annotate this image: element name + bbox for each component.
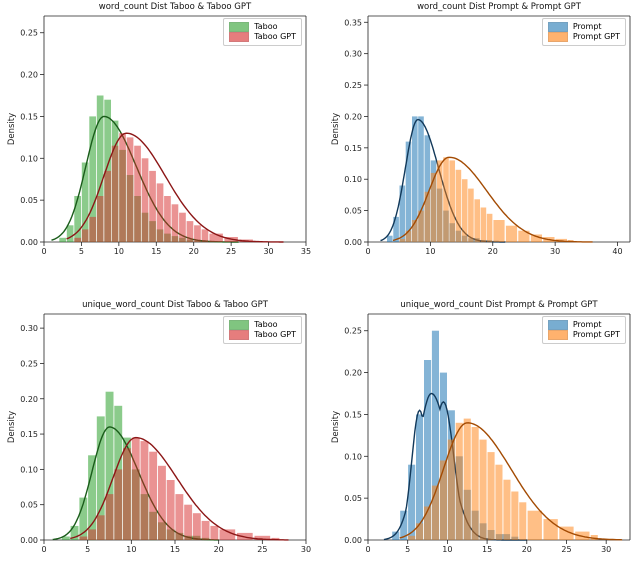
y-tick-label: 0.15 xyxy=(20,112,38,121)
chart-legend: PromptPrompt GPT xyxy=(542,316,626,344)
y-tick-label: 0.20 xyxy=(344,369,362,378)
legend-swatch xyxy=(548,320,568,330)
series xyxy=(59,96,223,243)
y-axis-label: Density xyxy=(331,411,341,443)
legend-label: Prompt xyxy=(573,23,602,32)
x-tick-label: 0 xyxy=(365,247,370,256)
legend-swatch xyxy=(229,32,249,42)
legend-label: Prompt GPT xyxy=(573,33,620,42)
y-tick-label: 0.25 xyxy=(20,359,38,368)
legend-item: Prompt xyxy=(548,320,620,330)
legend-label: Prompt GPT xyxy=(573,331,620,340)
x-tick-label: 30 xyxy=(263,247,273,256)
x-tick-label: 30 xyxy=(601,545,611,554)
x-tick-label: 5 xyxy=(405,545,410,554)
legend-swatch xyxy=(548,32,568,42)
x-tick-label: 35 xyxy=(301,247,311,256)
legend-swatch xyxy=(229,22,249,32)
y-tick-label: 0.35 xyxy=(344,18,362,27)
chart-plot: 0102030400.000.050.100.150.200.250.300.3… xyxy=(368,16,630,258)
legend-item: Prompt GPT xyxy=(548,330,620,340)
x-tick-label: 20 xyxy=(522,545,532,554)
chart-title: word_count Dist Taboo & Taboo GPT xyxy=(44,2,306,12)
x-tick-label: 25 xyxy=(257,545,267,554)
chart-title: unique_word_count Dist Prompt & Prompt G… xyxy=(368,300,630,310)
legend-swatch xyxy=(548,330,568,340)
chart-panel: word_count Dist Taboo & Taboo GPT0510152… xyxy=(44,16,306,256)
legend-item: Taboo GPT xyxy=(229,330,296,340)
x-tick-label: 15 xyxy=(482,545,492,554)
y-tick-label: 0.10 xyxy=(20,154,38,163)
x-tick-label: 20 xyxy=(189,247,199,256)
legend-label: Prompt xyxy=(573,321,602,330)
y-tick-label: 0.05 xyxy=(20,196,38,205)
legend-label: Taboo GPT xyxy=(254,33,296,42)
y-tick-label: 0.10 xyxy=(344,175,362,184)
legend-item: Taboo xyxy=(229,22,296,32)
y-tick-label: 0.05 xyxy=(344,207,362,216)
legend-item: Prompt GPT xyxy=(548,32,620,42)
y-tick-label: 0.00 xyxy=(344,536,362,545)
y-axis-label: Density xyxy=(7,113,17,145)
legend-label: Taboo xyxy=(254,321,277,330)
y-tick-label: 0.00 xyxy=(20,536,38,545)
y-tick-label: 0.00 xyxy=(20,238,38,247)
y-axis-label: Density xyxy=(7,411,17,443)
y-tick-label: 0.15 xyxy=(344,410,362,419)
y-tick-label: 0.25 xyxy=(20,29,38,38)
y-tick-label: 0.30 xyxy=(20,324,38,333)
legend-item: Taboo GPT xyxy=(229,32,296,42)
x-tick-label: 10 xyxy=(442,545,452,554)
legend-label: Taboo xyxy=(254,23,277,32)
legend-swatch xyxy=(229,320,249,330)
chart-panel: unique_word_count Dist Taboo & Taboo GPT… xyxy=(44,314,306,554)
y-tick-label: 0.30 xyxy=(344,50,362,59)
x-tick-label: 5 xyxy=(79,247,84,256)
y-tick-label: 0.20 xyxy=(20,71,38,80)
x-tick-label: 25 xyxy=(226,247,236,256)
x-tick-label: 20 xyxy=(214,545,224,554)
x-tick-label: 0 xyxy=(41,247,46,256)
y-tick-label: 0.10 xyxy=(344,452,362,461)
y-tick-label: 0.20 xyxy=(344,112,362,121)
chart-title: word_count Dist Prompt & Prompt GPT xyxy=(368,2,630,12)
y-tick-label: 0.15 xyxy=(20,430,38,439)
chart-plot: 051015202530350.000.050.100.150.200.25De… xyxy=(44,16,306,258)
x-tick-label: 10 xyxy=(114,247,124,256)
x-tick-label: 10 xyxy=(126,545,136,554)
x-tick-label: 5 xyxy=(85,545,90,554)
x-tick-label: 10 xyxy=(425,247,435,256)
x-tick-label: 25 xyxy=(561,545,571,554)
x-tick-label: 0 xyxy=(41,545,46,554)
chart-legend: TabooTaboo GPT xyxy=(223,316,302,344)
chart-legend: PromptPrompt GPT xyxy=(542,18,626,46)
y-axis-label: Density xyxy=(331,113,341,145)
chart-panel: unique_word_count Dist Prompt & Prompt G… xyxy=(368,314,630,554)
chart-plot: 0510152025300.000.050.100.150.200.250.30… xyxy=(44,314,306,556)
y-tick-label: 0.00 xyxy=(344,238,362,247)
x-tick-label: 40 xyxy=(612,247,622,256)
legend-label: Taboo GPT xyxy=(254,331,296,340)
chart-legend: TabooTaboo GPT xyxy=(223,18,302,46)
x-tick-label: 30 xyxy=(301,545,311,554)
chart-title: unique_word_count Dist Taboo & Taboo GPT xyxy=(44,300,306,310)
y-tick-label: 0.05 xyxy=(344,494,362,503)
y-tick-label: 0.15 xyxy=(344,144,362,153)
x-tick-label: 20 xyxy=(488,247,498,256)
chart-panel: word_count Dist Prompt & Prompt GPT01020… xyxy=(368,16,630,256)
x-tick-label: 0 xyxy=(365,545,370,554)
x-tick-label: 30 xyxy=(550,247,560,256)
x-tick-label: 15 xyxy=(151,247,161,256)
legend-item: Taboo xyxy=(229,320,296,330)
y-tick-label: 0.20 xyxy=(20,395,38,404)
chart-plot: 0510152025300.000.050.100.150.200.25Dens… xyxy=(368,314,630,556)
x-tick-label: 15 xyxy=(170,545,180,554)
y-tick-label: 0.25 xyxy=(344,327,362,336)
legend-swatch xyxy=(548,22,568,32)
y-tick-label: 0.25 xyxy=(344,81,362,90)
y-tick-label: 0.10 xyxy=(20,465,38,474)
legend-swatch xyxy=(229,330,249,340)
legend-item: Prompt xyxy=(548,22,620,32)
y-tick-label: 0.05 xyxy=(20,501,38,510)
